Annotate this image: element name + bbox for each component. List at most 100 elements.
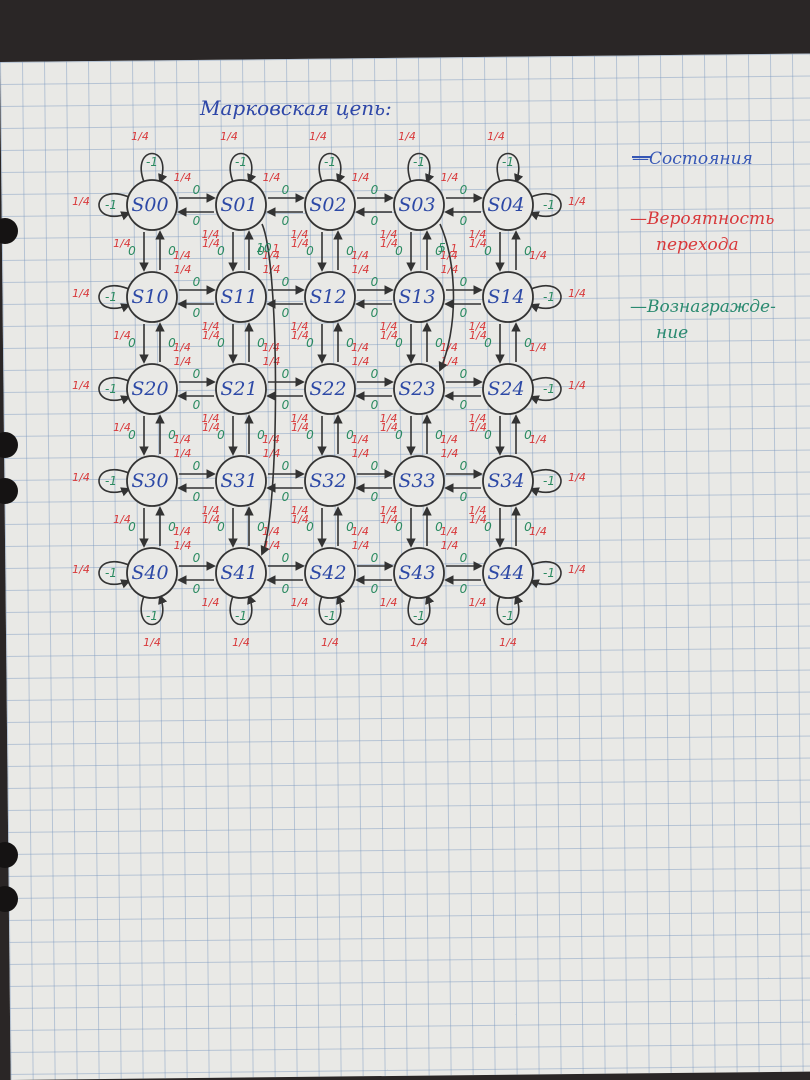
self-loop-reward-label: -1 [105,474,117,488]
probability-label: 1/4 [202,412,220,425]
reward-label: 0 [371,367,379,381]
special-transition-arrow [260,223,277,556]
probability-label: 1/4 [441,447,459,460]
probability-label: 1/4 [173,249,191,262]
reward-label: 0 [168,244,176,258]
self-loop-reward-label: -1 [324,155,336,169]
probability-label: 1/4 [262,525,280,538]
reward-label: 0 [371,459,379,473]
self-loop-arrow [140,152,168,184]
probability-label: 1/4 [469,228,487,241]
self-loop-arrow [229,152,257,184]
reward-label: 0 [282,367,290,381]
self-loop-probability-label: 1/4 [398,130,416,143]
state-label: S10 [131,286,168,308]
self-loop-probability-label: 1/4 [220,130,238,143]
state-node [215,363,267,415]
probability-label: 1/4 [351,249,369,262]
special-transition-arrow [438,223,455,372]
self-loop-probability-label: 1/4 [568,471,586,484]
state-node [304,363,356,415]
self-loop-reward-label: -1 [146,609,158,623]
probability-label: 1/4 [202,596,220,609]
self-loop-reward-label: -1 [543,474,555,488]
probability-label: 1/4 [202,228,220,241]
probability-label: 1/4 [352,539,370,552]
state-grid: 001/41/4001/41/4001/41/4001/41/4001/41/4… [72,130,586,649]
probability-label: 1/4 [202,513,220,526]
special-reward-label: 5 [438,241,446,255]
self-loop-probability-label: 1/4 [410,636,428,649]
state-node [482,363,534,415]
reward-label: 0 [128,520,136,534]
probability-label: 1/4 [469,237,487,250]
reward-label: 0 [460,214,468,228]
state-node [482,179,534,231]
probability-label: 1/4 [352,447,370,460]
probability-label: 1/4 [380,237,398,250]
reward-label: 0 [395,244,403,258]
reward-label: 0 [217,520,225,534]
probability-label: 1/4 [529,249,547,262]
state-label: S02 [309,194,346,216]
self-loop-reward-label: -1 [105,382,117,396]
probability-label: 1/4 [291,329,309,342]
probability-label: 1/4 [174,171,192,184]
probability-label: 1/4 [469,320,487,333]
state-node [126,547,178,599]
reward-label: 0 [371,551,379,565]
self-loop-arrow [407,594,435,626]
probability-label: 1/4 [263,355,281,368]
reward-label: 0 [257,336,265,350]
probability-label: 1/4 [173,433,191,446]
reward-label: 0 [282,490,290,504]
special-probability-label: 1 [451,242,458,255]
state-node [393,271,445,323]
state-node [393,455,445,507]
probability-label: 1/4 [113,329,131,342]
self-loop-reward-label: -1 [235,609,247,623]
reward-label: 0 [282,459,290,473]
probability-label: 1/4 [263,263,281,276]
reward-label: 0 [128,336,136,350]
probability-label: 1/4 [380,329,398,342]
probability-label: 1/4 [469,513,487,526]
state-label: S12 [309,286,346,308]
self-loop-reward-label: -1 [543,290,555,304]
reward-label: 0 [346,336,354,350]
reward-label: 0 [371,398,379,412]
state-node [304,179,356,231]
reward-label: 0 [395,520,403,534]
self-loop-arrow [529,468,562,497]
probability-label: 1/4 [291,504,309,517]
state-label: S11 [220,286,257,308]
reward-label: 0 [371,214,379,228]
reward-label: 0 [193,490,201,504]
reward-label: 0 [193,214,201,228]
reward-label: 0 [460,551,468,565]
self-loop-arrow [529,192,562,221]
legend-probability-line1: —Вероятность [630,209,774,229]
probability-label: 1/4 [351,341,369,354]
state-label: S43 [398,562,435,584]
self-loop-arrow [229,594,257,626]
self-loop-probability-label: 1/4 [143,636,161,649]
reward-label: 0 [371,275,379,289]
self-loop-arrow [529,284,562,313]
state-node [304,547,356,599]
probability-label: 1/4 [380,504,398,517]
reward-label: 0 [306,520,314,534]
state-node [393,363,445,415]
reward-label: 0 [282,214,290,228]
state-node [482,271,534,323]
self-loop-arrow [529,560,562,589]
probability-label: 1/4 [440,525,458,538]
diagram-title: Марковская цепь: [199,96,392,120]
reward-label: 0 [217,428,225,442]
self-loop-arrow [98,192,131,221]
self-loop-reward-label: -1 [502,155,514,169]
probability-label: 1/4 [380,228,398,241]
reward-label: 0 [257,428,265,442]
probability-label: 1/4 [380,596,398,609]
reward-label: 0 [282,582,290,596]
